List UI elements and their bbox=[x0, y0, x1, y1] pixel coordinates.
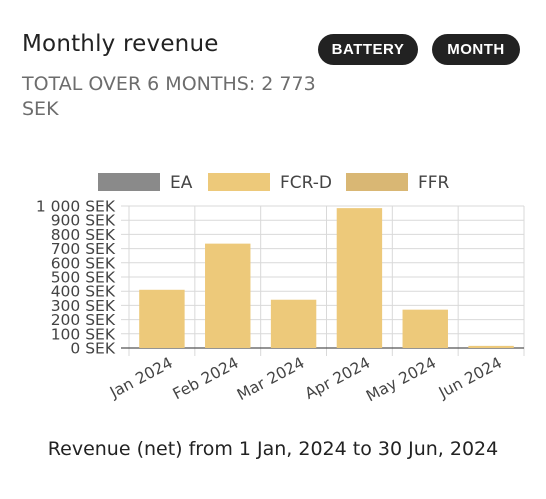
x-tick-label: Feb 2024 bbox=[170, 354, 242, 404]
y-tick-label: 600 SEK bbox=[51, 254, 116, 272]
legend-swatch-fcr-d bbox=[208, 173, 270, 191]
y-tick-label: 300 SEK bbox=[51, 297, 116, 315]
bar-fcr-d-mar-2024[interactable] bbox=[270, 299, 317, 348]
total-revenue-text: TOTAL OVER 6 MONTHS: 2 773 SEK bbox=[22, 73, 316, 120]
y-tick-label: 800 SEK bbox=[51, 226, 116, 244]
y-tick-label: 0 SEK bbox=[70, 340, 115, 358]
chart-bars bbox=[139, 208, 514, 348]
x-tick-label: Jun 2024 bbox=[435, 354, 505, 403]
bar-fcr-d-may-2024[interactable] bbox=[402, 309, 448, 348]
bar-fcr-d-jun-2024[interactable] bbox=[468, 345, 514, 348]
x-tick-label: Jan 2024 bbox=[106, 354, 176, 402]
legend-label-ffr: FFR bbox=[418, 173, 450, 193]
x-tick-label: Apr 2024 bbox=[302, 354, 373, 403]
battery-filter-button[interactable]: BATTERY bbox=[318, 34, 418, 65]
legend-swatch-ffr bbox=[346, 173, 408, 191]
y-tick-label: 1 000 SEK bbox=[36, 198, 116, 216]
y-tick-label: 900 SEK bbox=[51, 212, 116, 230]
bar-fcr-d-feb-2024[interactable] bbox=[205, 243, 251, 348]
page-title: Monthly revenue bbox=[22, 31, 219, 57]
legend-label-ea: EA bbox=[170, 173, 193, 193]
x-tick-label: Mar 2024 bbox=[234, 354, 307, 404]
y-tick-label: 700 SEK bbox=[51, 240, 116, 258]
y-tick-label: 100 SEK bbox=[51, 325, 116, 343]
bar-fcr-d-apr-2024[interactable] bbox=[336, 208, 383, 348]
y-tick-label: 400 SEK bbox=[51, 283, 116, 301]
chart-legend: EA FCR-D FFR bbox=[98, 173, 450, 193]
bar-fcr-d-jan-2024[interactable] bbox=[139, 289, 185, 348]
legend-label-fcr-d: FCR-D bbox=[280, 173, 332, 193]
chart-grid bbox=[121, 205, 525, 356]
date-range-caption: Revenue (net) from 1 Jan, 2024 to 30 Jun… bbox=[47, 438, 499, 460]
legend-swatch-ea bbox=[98, 173, 160, 191]
y-tick-label: 500 SEK bbox=[51, 269, 116, 287]
y-tick-label: 200 SEK bbox=[51, 311, 116, 329]
month-period-button[interactable]: MONTH bbox=[432, 34, 520, 65]
x-tick-label: May 2024 bbox=[363, 354, 439, 406]
